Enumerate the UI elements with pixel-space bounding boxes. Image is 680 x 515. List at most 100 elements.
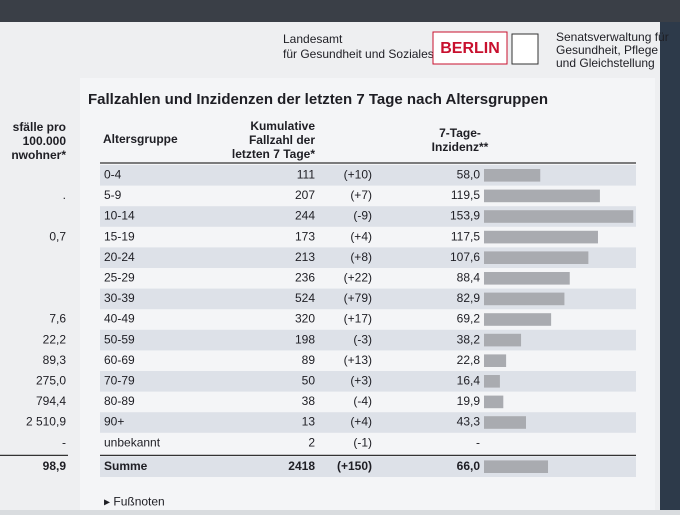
- incidence: -: [476, 435, 480, 449]
- age-group: 90+: [104, 415, 124, 429]
- age-group: 25-29: [104, 270, 135, 284]
- incidence-bar: [484, 333, 522, 347]
- incidence-bar: [484, 395, 504, 409]
- age-group: 40-49: [104, 312, 135, 326]
- logo: BERLIN: [440, 40, 500, 57]
- age-group: 15-19: [104, 229, 135, 243]
- case-count: 2: [308, 435, 315, 449]
- bear-icon: [511, 33, 539, 65]
- age-group: unbekannt: [104, 435, 161, 449]
- left-value: 2 510,9: [26, 415, 66, 429]
- incidence: 82,9: [457, 291, 481, 305]
- incidence: 58,0: [457, 167, 481, 181]
- footnotes-toggle[interactable]: ▸ Fußnoten: [104, 495, 165, 509]
- age-group: 70-79: [104, 373, 135, 387]
- case-count: 2418: [288, 459, 315, 473]
- age-group: 20-24: [104, 250, 135, 264]
- incidence: 88,4: [457, 270, 481, 284]
- senate-text: und Gleichstellung: [556, 56, 655, 70]
- case-count: 236: [295, 270, 315, 284]
- incidence: 16,4: [457, 373, 481, 387]
- age-group: 80-89: [104, 394, 135, 408]
- case-count: 320: [295, 312, 315, 326]
- incidence-bar: [484, 230, 598, 244]
- incidence-bar: [484, 210, 634, 223]
- left-total: 98,9: [43, 459, 67, 473]
- incidence-bar: [484, 313, 552, 326]
- case-count: 198: [295, 332, 315, 346]
- incidence-bar: [484, 416, 527, 429]
- age-group: 60-69: [104, 353, 135, 367]
- agency-text: für Gesundheit und Soziales: [283, 47, 434, 61]
- incidence-bar: [484, 189, 600, 203]
- incidence: 38,2: [457, 332, 481, 346]
- age-group: 10-14: [104, 209, 135, 223]
- column-header: Altersgruppe: [103, 132, 178, 146]
- case-count: 111: [297, 167, 316, 181]
- case-count: 89: [302, 353, 316, 367]
- case-count: 213: [295, 250, 315, 264]
- senate-text: Senatsverwaltung für: [556, 30, 669, 44]
- case-change: (+8): [350, 250, 372, 264]
- age-group: 30-39: [104, 291, 135, 305]
- case-change: (-1): [353, 435, 372, 449]
- left-header: nwohner*: [11, 148, 66, 162]
- column-header: Fallzahl der: [249, 133, 315, 147]
- case-count: 38: [302, 394, 316, 408]
- column-header: Kumulative: [250, 119, 315, 133]
- incidence-bar: [484, 272, 570, 285]
- logo-box: [432, 31, 508, 65]
- case-change: (+4): [350, 415, 372, 429]
- case-change: (-4): [353, 394, 372, 408]
- left-value: 22,2: [43, 332, 67, 346]
- case-change: (-3): [353, 332, 372, 346]
- case-count: 173: [295, 229, 315, 243]
- left-value: 275,0: [36, 373, 66, 387]
- case-change: (+7): [350, 188, 372, 202]
- age-group: 5-9: [104, 188, 122, 202]
- incidence-bar: [484, 292, 565, 306]
- case-change: (+22): [344, 270, 372, 284]
- incidence-bar: [484, 460, 549, 473]
- incidence: 22,8: [457, 353, 481, 367]
- case-count: 13: [302, 415, 316, 429]
- case-change: (-9): [353, 209, 372, 223]
- incidence: 119,5: [451, 188, 480, 202]
- case-count: 50: [302, 373, 316, 387]
- agency-text: Landesamt: [283, 32, 343, 46]
- case-change: (+150): [337, 459, 372, 473]
- left-value: 7,6: [49, 312, 66, 326]
- column-header: 7-Tage-: [439, 126, 481, 140]
- left-value: .: [63, 188, 66, 202]
- case-change: (+13): [344, 353, 372, 367]
- incidence: 153,9: [450, 209, 480, 223]
- left-value: -: [62, 435, 66, 449]
- table-title: Fallzahlen und Inzidenzen der letzten 7 …: [88, 91, 548, 108]
- row-shade: [100, 371, 636, 392]
- case-change: (+17): [344, 312, 372, 326]
- incidence-bar: [484, 354, 507, 367]
- column-header: Inzidenz**: [432, 140, 489, 154]
- incidence-bar: [484, 375, 500, 388]
- incidence: 107,6: [450, 250, 480, 264]
- case-change: (+4): [350, 229, 372, 243]
- side-strip: [660, 22, 680, 510]
- left-value: 0,7: [49, 229, 66, 243]
- incidence: 69,2: [457, 312, 481, 326]
- incidence: 117,5: [451, 229, 480, 243]
- case-change: (+79): [344, 291, 372, 305]
- age-group: 0-4: [104, 167, 122, 181]
- left-header: sfälle pro: [13, 120, 66, 134]
- age-group: 50-59: [104, 332, 135, 346]
- left-value: 89,3: [43, 353, 67, 367]
- case-change: (+3): [350, 373, 372, 387]
- left-header: 100.000: [23, 134, 67, 148]
- case-change: (+10): [344, 167, 372, 181]
- incidence-bar: [484, 169, 541, 182]
- incidence: 66,0: [457, 459, 481, 473]
- column-header: letzten 7 Tage*: [232, 147, 315, 161]
- senate-text: Gesundheit, Pflege: [556, 43, 658, 57]
- left-value: 794,4: [36, 394, 66, 408]
- nav-bar: [0, 0, 680, 22]
